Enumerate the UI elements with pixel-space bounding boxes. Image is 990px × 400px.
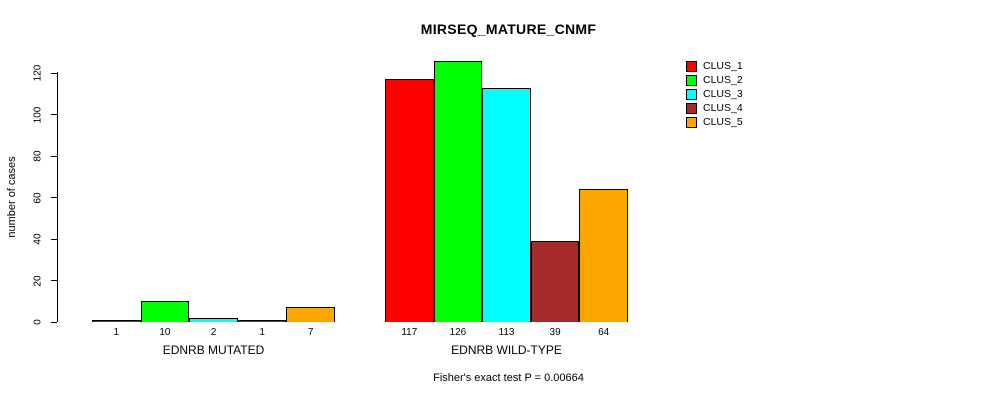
bar-clus_3-wild-type [482, 87, 531, 322]
legend-item-clus_1: CLUS_1 [686, 61, 743, 72]
bar-clus_2-mutated [140, 301, 190, 322]
bar-value-label: 126 [449, 327, 467, 338]
legend-item-clus_5: CLUS_5 [686, 117, 743, 128]
legend-label: CLUS_5 [703, 116, 743, 128]
bar-clus_1-mutated [92, 319, 141, 322]
group-label-ednrb-wild-type: EDNRB WILD-TYPE [451, 343, 562, 357]
bar-value-label: 113 [498, 327, 515, 338]
y-tick-label: 40 [32, 233, 44, 245]
y-tick-mark [51, 155, 57, 157]
y-axis [57, 72, 58, 322]
y-tick-label: 0 [32, 319, 44, 325]
bar-clus_3-mutated [189, 317, 238, 322]
bar-clus_5-mutated [286, 307, 335, 322]
legend-label: CLUS_1 [703, 60, 743, 72]
bar-value-label: 1 [259, 327, 265, 338]
y-tick-label: 80 [32, 150, 44, 162]
legend-label: CLUS_3 [703, 88, 743, 100]
bar-value-label: 39 [549, 327, 561, 338]
y-tick-mark [51, 238, 57, 240]
fisher-test-annotation: Fisher's exact test P = 0.00664 [433, 372, 584, 384]
bar-clus_4-wild-type [530, 241, 580, 322]
legend-item-clus_3: CLUS_3 [686, 89, 743, 100]
chart-title: MIRSEQ_MATURE_CNMF [420, 21, 597, 37]
bar-clus_5-wild-type [579, 189, 628, 322]
y-tick-label: 120 [32, 64, 44, 82]
y-tick-mark [51, 72, 57, 74]
y-axis-label: number of cases [6, 156, 18, 238]
legend-item-clus_2: CLUS_2 [686, 75, 743, 86]
bar-clus_1-wild-type [385, 79, 434, 322]
legend-swatch-icon [686, 117, 697, 128]
legend: CLUS_1 CLUS_2 CLUS_3 CLUS_4 CLUS_5 [686, 61, 743, 128]
legend-label: CLUS_2 [703, 74, 743, 86]
y-tick-mark [51, 197, 57, 198]
y-tick-mark [51, 114, 57, 115]
bar-value-label: 10 [159, 327, 171, 338]
bar-value-label: 1 [113, 327, 120, 338]
legend-swatch-icon [686, 89, 697, 100]
bar-value-label: 117 [401, 327, 418, 338]
y-tick-mark [51, 321, 57, 323]
legend-swatch-icon [686, 103, 697, 114]
bar-clus_2-wild-type [433, 60, 483, 322]
y-tick-label: 20 [32, 274, 44, 287]
group-label-ednrb-mutated: EDNRB MUTATED [162, 343, 265, 357]
y-tick-mark [51, 280, 57, 281]
legend-swatch-icon [686, 75, 697, 86]
legend-swatch-icon [686, 61, 697, 72]
bar-value-label: 64 [598, 327, 610, 338]
y-tick-label: 60 [32, 191, 44, 204]
legend-item-clus_4: CLUS_4 [686, 103, 743, 114]
bar-value-label: 2 [210, 327, 217, 338]
bar-clus_4-mutated [237, 319, 287, 322]
legend-label: CLUS_4 [703, 102, 743, 114]
bar-value-label: 7 [307, 327, 314, 338]
y-tick-label: 100 [32, 106, 44, 123]
